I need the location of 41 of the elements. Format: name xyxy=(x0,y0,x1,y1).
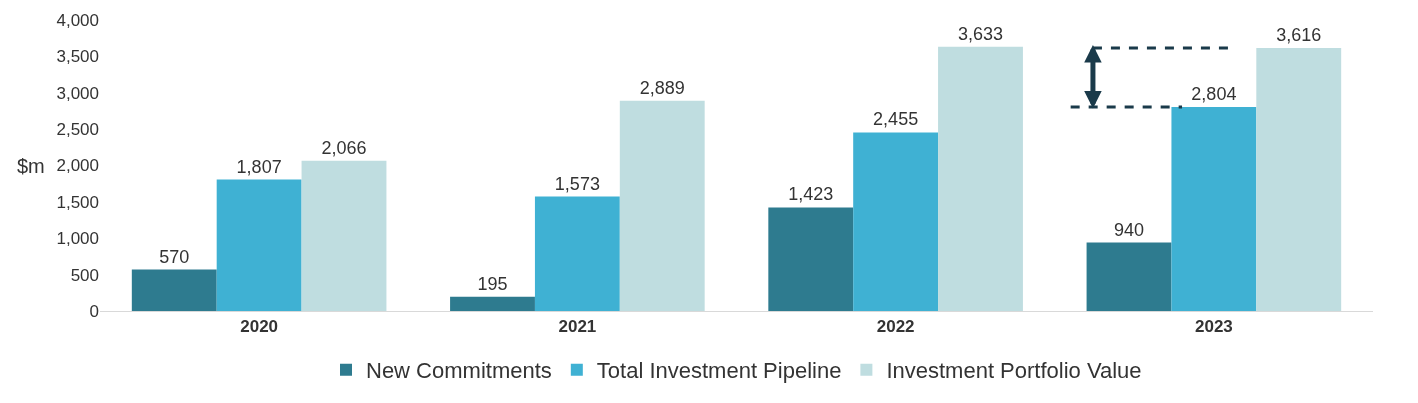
data-label: 3,616 xyxy=(1276,24,1322,45)
y-tick-label: 3,500 xyxy=(56,47,99,67)
bar xyxy=(768,207,854,311)
bar xyxy=(131,269,217,311)
bar xyxy=(216,179,302,311)
data-label: 1,423 xyxy=(788,184,834,205)
y-tick-label: 1,000 xyxy=(56,229,99,249)
y-tick-label: 500 xyxy=(70,265,99,285)
bar xyxy=(450,296,535,311)
x-tick-label: 2020 xyxy=(240,317,279,337)
x-tick-label: 2021 xyxy=(558,317,597,337)
y-tick-label: 1,500 xyxy=(56,192,99,212)
bar xyxy=(853,132,939,311)
legend-label: Total Investment Pipeline xyxy=(596,358,842,384)
y-tick-label: 3,000 xyxy=(56,83,99,103)
legend-label: Investment Portfolio Value xyxy=(886,358,1142,384)
y-tick-label: 4,000 xyxy=(56,10,99,30)
data-label: 2,066 xyxy=(321,137,367,158)
data-label: 570 xyxy=(159,246,190,267)
data-label: 2,804 xyxy=(1191,84,1237,105)
data-label: 940 xyxy=(1113,219,1145,240)
bar xyxy=(301,160,387,311)
bar xyxy=(1256,47,1342,311)
data-label: 3,633 xyxy=(957,23,1004,44)
bar xyxy=(619,100,705,311)
data-label: 1,807 xyxy=(236,156,282,177)
y-tick-label: 0 xyxy=(89,301,99,321)
y-tick-label: 2,000 xyxy=(56,156,99,176)
data-label: 2,889 xyxy=(639,77,685,98)
y-tick-label: 2,500 xyxy=(56,120,99,140)
data-label: 195 xyxy=(477,273,508,294)
bar xyxy=(534,196,620,311)
data-label: 2,455 xyxy=(873,109,919,130)
bar xyxy=(1086,242,1172,311)
bar xyxy=(1171,107,1257,311)
data-label: 1,573 xyxy=(554,173,600,194)
bar xyxy=(938,46,1023,311)
legend-label: New Commitments xyxy=(366,358,552,384)
y-axis-title: $m xyxy=(17,155,45,177)
x-tick-label: 2022 xyxy=(876,317,915,337)
x-tick-label: 2023 xyxy=(1194,317,1233,337)
